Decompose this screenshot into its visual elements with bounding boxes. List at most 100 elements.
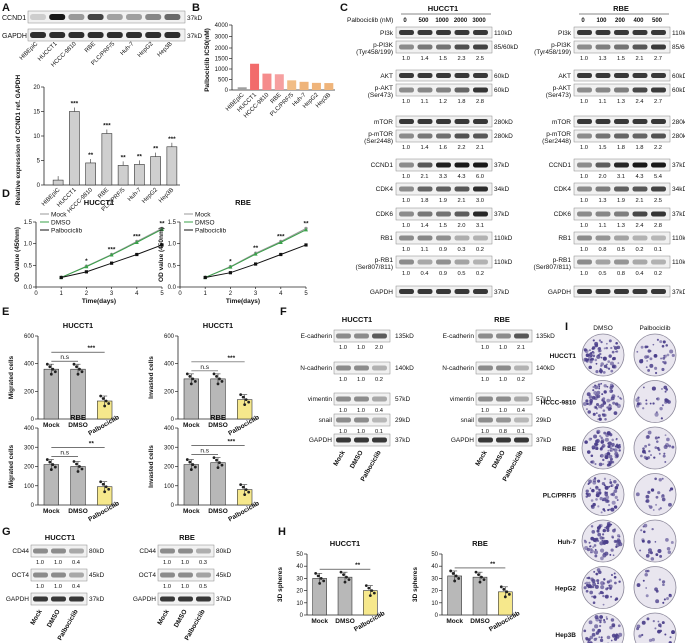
y-tick-label-b: 500 (218, 78, 229, 84)
y-tick-label-e1: 200 (24, 389, 35, 395)
sig-label-d: ** (159, 221, 165, 228)
blot-c-size: 37kD (672, 211, 685, 218)
blot-g-row (30, 568, 88, 582)
blot-f-label: GAPDH (451, 437, 474, 444)
blot-c-band (399, 162, 414, 168)
chart-d-title: RBE (235, 198, 251, 207)
colony-i (663, 598, 666, 601)
quant-f: 0.8 (499, 429, 507, 435)
colony-i (645, 499, 650, 503)
dose-label-c: 0 (581, 18, 585, 24)
colony-i (597, 539, 600, 542)
colony-i (657, 448, 661, 452)
quant-c: 0.8 (617, 271, 625, 277)
colony-i (644, 444, 648, 448)
quant-f: 0.1 (375, 429, 383, 435)
blot-a-band (87, 32, 104, 38)
colony-i (614, 581, 617, 585)
colony-i (600, 438, 605, 443)
dose-label-c: 3000 (472, 18, 486, 24)
colony-i (600, 636, 603, 639)
point-d (279, 252, 283, 257)
colony-i (587, 410, 591, 414)
colony-i (603, 400, 606, 403)
blot-g-size: 80kD (216, 548, 231, 555)
colony-i (664, 633, 667, 636)
colony-i (602, 582, 606, 585)
y-tick-label-b: 1500 (215, 57, 229, 63)
colony-i (605, 346, 609, 350)
blot-c-band (399, 119, 414, 124)
quant-c: 1.8 (457, 99, 465, 105)
blot-c-band (473, 235, 488, 241)
row-label-i: HUCCT1 (550, 353, 577, 360)
colony-i (603, 357, 606, 360)
point-e3 (49, 468, 53, 471)
y-tick-label-a: 15 (33, 110, 40, 116)
point-h2 (451, 572, 455, 575)
blot-c-band (614, 162, 629, 168)
colony-i (617, 624, 621, 628)
colony-i (647, 540, 651, 544)
colony-i (585, 583, 589, 587)
colony-i (597, 383, 601, 386)
y-tick-label-d: 0.5 (168, 263, 177, 269)
colony-i (651, 527, 654, 531)
point-e4 (241, 485, 245, 489)
colony-i (642, 386, 645, 389)
x-tick-label-h1: DMSO (335, 618, 355, 625)
colony-i (615, 634, 620, 639)
blot-c-band (577, 289, 592, 294)
colony-i (604, 526, 607, 529)
point-e3 (48, 460, 52, 464)
blot-c-band (614, 133, 629, 139)
blot-c-band (595, 162, 611, 168)
blot-g-row (30, 544, 88, 558)
colony-i (590, 437, 593, 440)
blot-c-band (632, 289, 648, 294)
point-e2 (247, 400, 251, 404)
point-d (228, 264, 233, 269)
colony-i (662, 454, 666, 458)
quant-g: 1.0 (181, 560, 189, 566)
colony-i (664, 460, 667, 463)
x-tick-label-d: 5 (160, 291, 164, 297)
y-label-e3: Migrated cells (8, 444, 15, 488)
blot-c-band (614, 30, 629, 35)
blot-c-label: p-AKT (375, 85, 393, 92)
colony-i (600, 511, 603, 514)
colony-i (635, 492, 640, 497)
colony-i (591, 347, 594, 350)
colony-i (642, 579, 645, 582)
colony-i (648, 548, 652, 553)
colony-i (594, 548, 597, 551)
blot-c-row (395, 83, 493, 97)
colony-i (659, 554, 663, 558)
colony-i (608, 445, 612, 449)
quant-c: 1.0 (402, 198, 410, 204)
colony-i (596, 390, 601, 395)
lane-label-g: DMSO (46, 609, 62, 629)
conc-label-c: Palbociclib (nM) (347, 17, 393, 24)
point-e1 (53, 370, 57, 374)
blot-c-title-right: RBE (613, 4, 629, 13)
colony-i (656, 440, 659, 443)
colony-i (652, 343, 655, 346)
quant-c: 1.1 (420, 99, 428, 105)
legend-label-d: Mock (195, 212, 211, 219)
sig-label-a: *** (168, 136, 176, 143)
colony-i (610, 573, 614, 577)
quant-g: 1.0 (163, 560, 171, 566)
colony-i (595, 486, 599, 490)
point-e1 (75, 365, 78, 369)
blot-c-band (577, 162, 592, 168)
blot-f-band (336, 417, 351, 423)
blot-c-label: mTOR (374, 119, 393, 126)
colony-i (655, 495, 659, 499)
blot-f-band (496, 365, 511, 371)
colony-i (600, 406, 603, 409)
colony-i (618, 541, 621, 544)
point-e3 (53, 465, 57, 469)
quant-f: 0.2 (375, 377, 383, 383)
point-e4 (185, 458, 189, 461)
